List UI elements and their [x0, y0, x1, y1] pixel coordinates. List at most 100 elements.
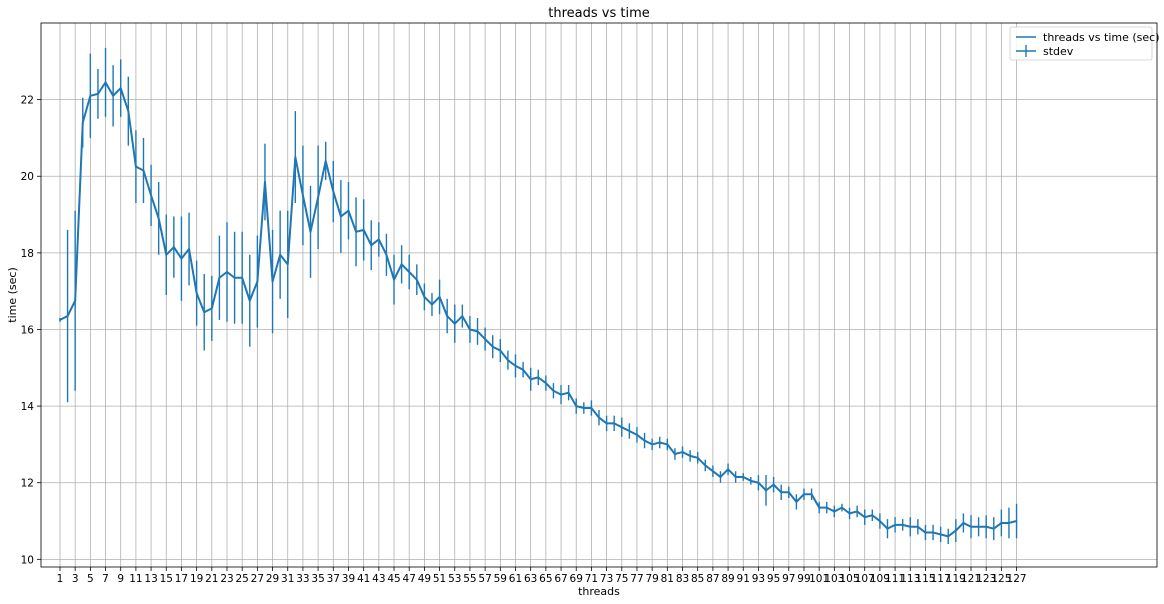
- data-point: [1000, 522, 1003, 524]
- data-point: [188, 248, 190, 250]
- x-tick-label: 31: [281, 573, 294, 585]
- data-point: [385, 253, 388, 256]
- x-tick-label: 73: [600, 573, 613, 585]
- data-point: [780, 491, 783, 494]
- x-tick-label: 97: [782, 573, 795, 585]
- data-point: [947, 535, 950, 538]
- data-point: [400, 263, 403, 266]
- data-point: [507, 359, 509, 361]
- data-point: [218, 276, 221, 279]
- data-point: [180, 257, 183, 260]
- x-tick-label: 89: [721, 573, 734, 585]
- data-point: [309, 230, 312, 233]
- y-axis: 10 12 14 16 18 20 22: [21, 95, 41, 566]
- x-tick-label: 109: [870, 573, 890, 585]
- x-tick-label: 63: [524, 573, 537, 585]
- data-point: [674, 453, 676, 455]
- data-point: [590, 407, 593, 409]
- data-point: [294, 156, 297, 158]
- x-tick-label: 107: [855, 573, 875, 585]
- data-point: [446, 315, 448, 317]
- data-point: [165, 253, 168, 256]
- data-point: [211, 307, 213, 310]
- x-tick-label: 125: [991, 573, 1011, 585]
- data-point: [324, 160, 327, 162]
- x-tick-label: 81: [661, 573, 674, 585]
- data-point: [545, 382, 547, 384]
- x-tick-label: 95: [767, 573, 780, 585]
- data-point: [408, 271, 411, 273]
- y-tick-label: 16: [21, 324, 35, 336]
- data-point: [681, 451, 684, 453]
- data-point: [264, 181, 266, 183]
- data-point: [856, 510, 858, 513]
- data-point: [97, 93, 99, 95]
- data-point: [522, 368, 524, 371]
- data-point: [803, 493, 805, 496]
- data-point: [772, 483, 775, 486]
- data-point: [347, 209, 350, 212]
- x-tick-label: 65: [539, 573, 552, 585]
- data-point: [939, 533, 942, 536]
- y-tick-label: 20: [21, 171, 34, 183]
- x-tick-label: 61: [509, 573, 522, 585]
- data-point: [886, 527, 889, 530]
- y-tick-label: 14: [21, 401, 35, 413]
- data-point: [74, 299, 76, 302]
- x-tick-label: 67: [554, 573, 567, 585]
- x-tick-label: 9: [117, 573, 124, 585]
- data-point: [636, 434, 638, 436]
- y-axis-title: time (sec): [6, 267, 19, 322]
- data-point: [901, 524, 904, 526]
- x-tick-label: 101: [809, 573, 829, 585]
- data-point: [157, 217, 160, 220]
- data-point: [89, 94, 92, 97]
- x-tick-label: 21: [205, 573, 218, 585]
- x-tick-label: 51: [433, 573, 446, 585]
- x-tick-label: 43: [372, 573, 385, 585]
- x-tick-label: 19: [190, 573, 203, 585]
- x-tick-label: 3: [72, 573, 79, 585]
- y-tick-label: 22: [21, 95, 34, 107]
- data-point: [810, 493, 813, 496]
- x-tick-label: 79: [645, 573, 658, 585]
- data-point: [112, 94, 114, 97]
- data-point: [453, 322, 456, 325]
- x-tick-label: 117: [931, 573, 951, 585]
- data-point: [575, 405, 578, 407]
- x-tick-label: 1: [57, 573, 64, 585]
- x-tick-label: 47: [403, 573, 416, 585]
- data-point: [985, 525, 987, 528]
- data-point: [567, 391, 570, 394]
- x-tick-label: 17: [175, 573, 188, 585]
- data-point: [795, 501, 798, 503]
- data-point: [286, 263, 289, 266]
- data-point: [1008, 522, 1010, 524]
- data-point: [332, 190, 335, 193]
- data-point: [484, 338, 486, 340]
- data-point: [970, 525, 972, 528]
- data-point: [757, 481, 760, 484]
- x-tick-label: 127: [1007, 573, 1027, 585]
- data-point: [1015, 520, 1018, 522]
- x-tick-label: 111: [885, 573, 905, 585]
- x-tick-label: 115: [915, 573, 935, 585]
- x-tick-label: 53: [448, 573, 461, 585]
- x-tick-label: 33: [296, 573, 309, 585]
- data-point: [643, 439, 646, 442]
- y-tick-label: 12: [21, 478, 34, 490]
- x-axis-title: threads: [578, 585, 620, 598]
- data-point: [863, 516, 866, 518]
- data-point: [879, 520, 881, 522]
- x-tick-label: 25: [235, 573, 248, 585]
- x-tick-label: 119: [946, 573, 966, 585]
- data-point: [203, 311, 206, 314]
- data-point: [583, 407, 585, 409]
- data-point: [560, 393, 562, 396]
- data-point: [499, 349, 502, 352]
- data-point: [787, 491, 790, 494]
- data-point: [924, 531, 927, 534]
- data-point: [750, 480, 752, 482]
- data-point: [461, 315, 464, 317]
